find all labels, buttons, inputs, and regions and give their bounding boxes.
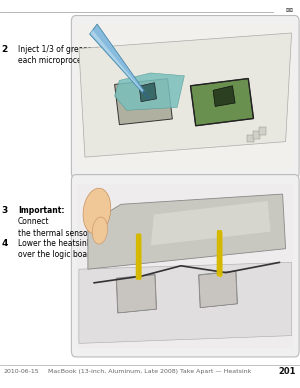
Polygon shape [79,262,292,343]
FancyBboxPatch shape [71,16,299,178]
Bar [77,184,293,348]
Text: Connect
the thermal sensor.: Connect the thermal sensor. [18,217,92,238]
Text: 2: 2 [2,45,8,54]
Polygon shape [117,275,156,313]
Text: 3: 3 [2,206,8,215]
Text: Lower the heatsink
over the logic board.: Lower the heatsink over the logic board. [18,239,98,260]
Polygon shape [90,30,143,93]
Text: MacBook (13-inch, Aluminum, Late 2008) Take Apart — Heatsink: MacBook (13-inch, Aluminum, Late 2008) T… [48,369,252,374]
Polygon shape [190,78,254,126]
Text: Important:: Important: [18,206,64,215]
Text: 2010-06-15: 2010-06-15 [3,369,39,374]
Ellipse shape [83,188,111,234]
Text: 4: 4 [2,239,8,248]
Polygon shape [90,24,144,93]
Polygon shape [139,83,157,102]
Polygon shape [115,79,172,125]
Polygon shape [151,201,271,245]
Polygon shape [199,272,237,308]
Ellipse shape [92,217,107,244]
Polygon shape [115,73,184,110]
Text: ✉: ✉ [286,6,293,16]
FancyBboxPatch shape [71,175,299,357]
Bar [259,127,266,135]
Bar [253,131,260,139]
Text: 201: 201 [278,367,296,376]
Bar [247,135,254,142]
Polygon shape [199,271,238,308]
Polygon shape [213,86,235,106]
Bar [77,24,293,170]
Polygon shape [116,274,157,313]
Polygon shape [79,33,292,157]
Polygon shape [88,194,286,269]
Text: Inject 1/3 of grease on
each microprocessor.: Inject 1/3 of grease on each microproces… [18,45,104,66]
